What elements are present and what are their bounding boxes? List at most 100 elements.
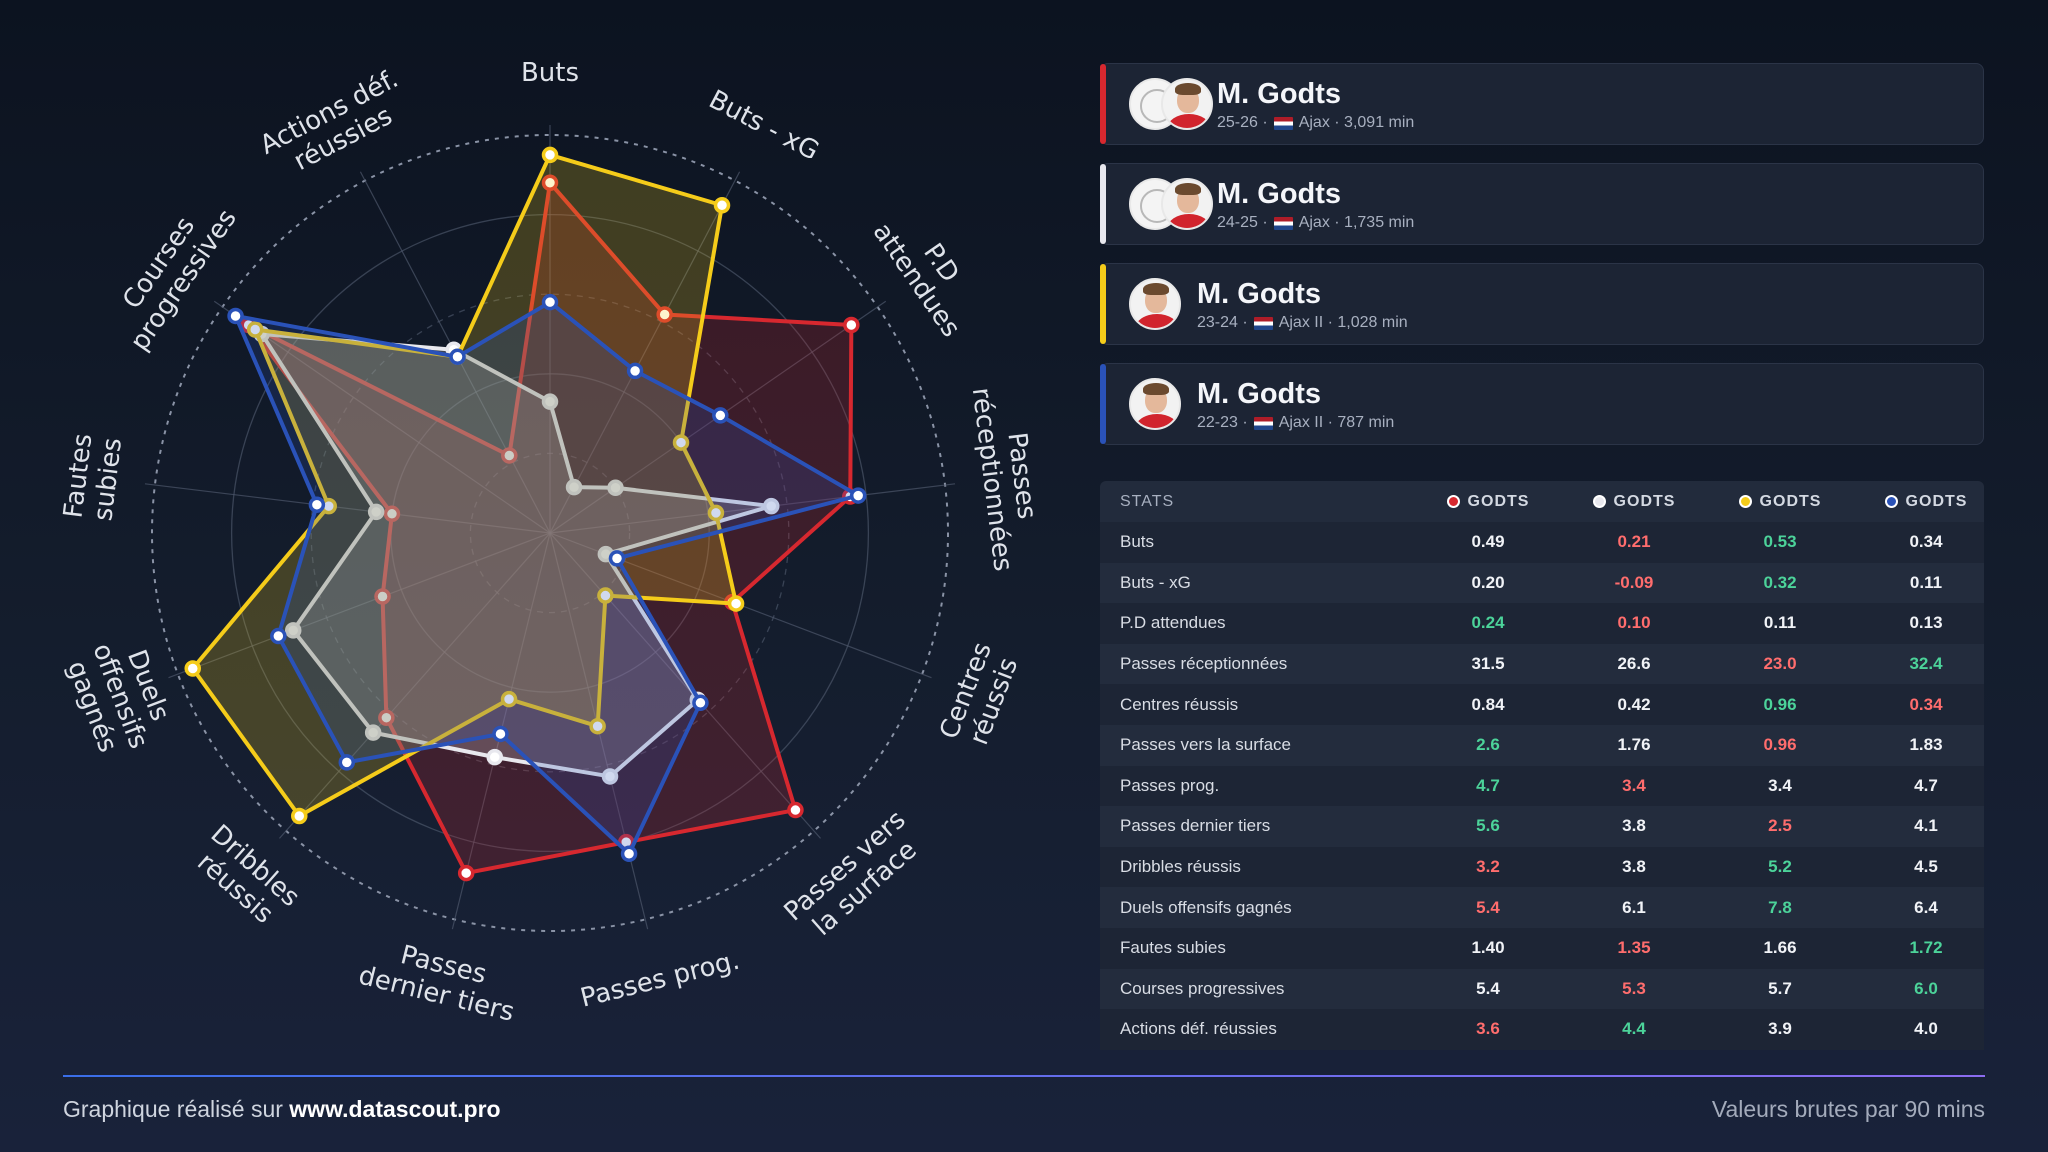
radar-point (608, 550, 626, 567)
stat-value: 0.11 (1909, 572, 1943, 592)
radar-series-23-24 (184, 146, 745, 825)
radar-point (500, 690, 518, 708)
radar-point (626, 362, 644, 380)
stat-value: 4.4 (1622, 1019, 1646, 1039)
stat-label: Fautes subies (1120, 938, 1226, 958)
player-card-23-24[interactable]: M. Godts 23-24 · Ajax II · 1,028 min (1100, 263, 1984, 345)
stat-value: 26.6 (1617, 654, 1651, 674)
axis-label: Duelsoffensifsgagnés (59, 629, 182, 764)
stat-value: 1.83 (1909, 735, 1943, 755)
radar-point (378, 709, 395, 726)
column-label: GODTS (1905, 492, 1968, 510)
radar-series-22-23 (227, 293, 867, 862)
radar-point (291, 807, 308, 825)
axis-label: Buts - xG (704, 84, 824, 166)
stat-value: 0.32 (1763, 572, 1797, 592)
stat-label: Courses progressives (1120, 978, 1285, 998)
radar-point (383, 505, 401, 523)
radar-point (597, 587, 614, 604)
radar-point (308, 496, 326, 513)
footer-site-link[interactable]: www.datascout.pro (289, 1096, 501, 1122)
table-row: Duels offensifs gagnés 5.4 6.1 7.8 6.4 (1100, 887, 1984, 928)
series-color-stripe (1100, 264, 1106, 344)
footer-credit: Graphique réalisé sur www.datascout.pro (63, 1096, 501, 1123)
radar-point (541, 393, 559, 410)
player-card-22-23[interactable]: M. Godts 22-23 · Ajax II · 787 min (1100, 363, 1984, 445)
player-photo-icon (1161, 178, 1213, 230)
stat-value: 3.6 (1476, 1019, 1500, 1039)
stat-value: 4.1 (1914, 816, 1938, 836)
player-name: M. Godts (1197, 278, 1322, 310)
radar-series (184, 146, 867, 882)
stat-value: 4.7 (1914, 775, 1938, 795)
stat-label: Dribbles réussis (1120, 857, 1241, 877)
axis-label: Buts (521, 58, 579, 88)
stat-value: 1.40 (1471, 938, 1505, 958)
radar-polygon (190, 152, 739, 819)
player-meta: 24-25 · Ajax · 1,735 min (1217, 214, 1414, 232)
stat-value: 6.0 (1914, 978, 1938, 998)
radar-point (727, 595, 745, 612)
stat-value: 3.4 (1768, 775, 1792, 795)
player-photos (1129, 378, 1181, 432)
player-card-24-25[interactable]: M. Godts 24-25 · Ajax · 1,735 min (1100, 163, 1984, 245)
table-row: Buts 0.49 0.21 0.53 0.34 (1100, 522, 1984, 563)
radar-point (843, 316, 860, 334)
axis-label: Passesréceptionnées (966, 382, 1048, 573)
radar-point (501, 447, 518, 464)
stat-label: Passes vers la surface (1120, 735, 1292, 755)
radar-point (338, 754, 356, 771)
table-row: Dribbles réussis 3.2 3.8 5.2 4.5 (1100, 846, 1984, 888)
season-label: 25-26 · (1217, 114, 1268, 131)
table-row: Actions déf. réussies 3.6 4.4 3.9 4.0 (1100, 1009, 1984, 1050)
axis-label: Dribblesréussis (185, 819, 305, 935)
radar-point (492, 725, 509, 743)
season-label: 23-24 · (1197, 314, 1248, 331)
stat-value: 3.8 (1622, 816, 1646, 836)
stat-value: 3.8 (1622, 857, 1646, 877)
radar-point (541, 174, 559, 192)
column-label: GODTS (1613, 492, 1676, 510)
radar-point (284, 622, 302, 639)
radar-polygon (233, 300, 861, 856)
series-dot-icon (1884, 495, 1898, 508)
club-minutes-label: Ajax II · 1,028 min (1278, 314, 1408, 331)
stat-label: Buts - xG (1120, 572, 1191, 592)
stat-value: 5.3 (1622, 978, 1646, 998)
stat-value: 5.4 (1476, 897, 1500, 917)
table-row: Courses progressives 5.4 5.3 5.7 6.0 (1100, 968, 1984, 1010)
stats-header-row: STATS GODTS GODTS GODTS GODTS (1100, 481, 1984, 522)
radar-spoke (144, 483, 551, 534)
stat-label: Passes dernier tiers (1120, 816, 1271, 836)
radar-point (184, 660, 201, 677)
club-minutes-label: Ajax · 1,735 min (1298, 214, 1415, 231)
stat-value: 0.13 (1909, 613, 1943, 633)
season-label: 24-25 · (1217, 214, 1268, 231)
stat-value: -0.09 (1614, 572, 1654, 592)
player-photos (1129, 78, 1213, 132)
stat-value: 0.10 (1617, 613, 1651, 633)
stat-value: 0.53 (1763, 532, 1797, 552)
radar-spoke (213, 300, 551, 534)
column-label: GODTS (1759, 492, 1822, 510)
stats-header-label: STATS (1120, 492, 1175, 510)
stat-value: 2.5 (1768, 816, 1792, 836)
stat-value: 0.34 (1909, 694, 1943, 714)
radar-spoke (549, 532, 822, 839)
player-name: M. Godts (1217, 178, 1342, 210)
player-card-25-26[interactable]: M. Godts 25-26 · Ajax · 3,091 min (1100, 63, 1984, 145)
stat-value: 0.84 (1471, 694, 1505, 714)
stat-value: 0.24 (1471, 613, 1505, 633)
radar-point (565, 478, 583, 496)
radar-point (601, 768, 619, 785)
radar-point (367, 503, 385, 521)
table-row: Passes prog. 4.7 3.4 3.4 4.7 (1100, 765, 1984, 807)
radar-point (712, 407, 729, 424)
radar-point (763, 497, 780, 515)
stat-value: 3.9 (1768, 1019, 1792, 1039)
stat-label: Passes prog. (1120, 775, 1220, 795)
radar-point (607, 479, 624, 497)
stat-value: 3.4 (1622, 775, 1646, 795)
stat-value: 6.4 (1914, 897, 1938, 917)
axis-label: Passes versla surface (778, 804, 931, 949)
